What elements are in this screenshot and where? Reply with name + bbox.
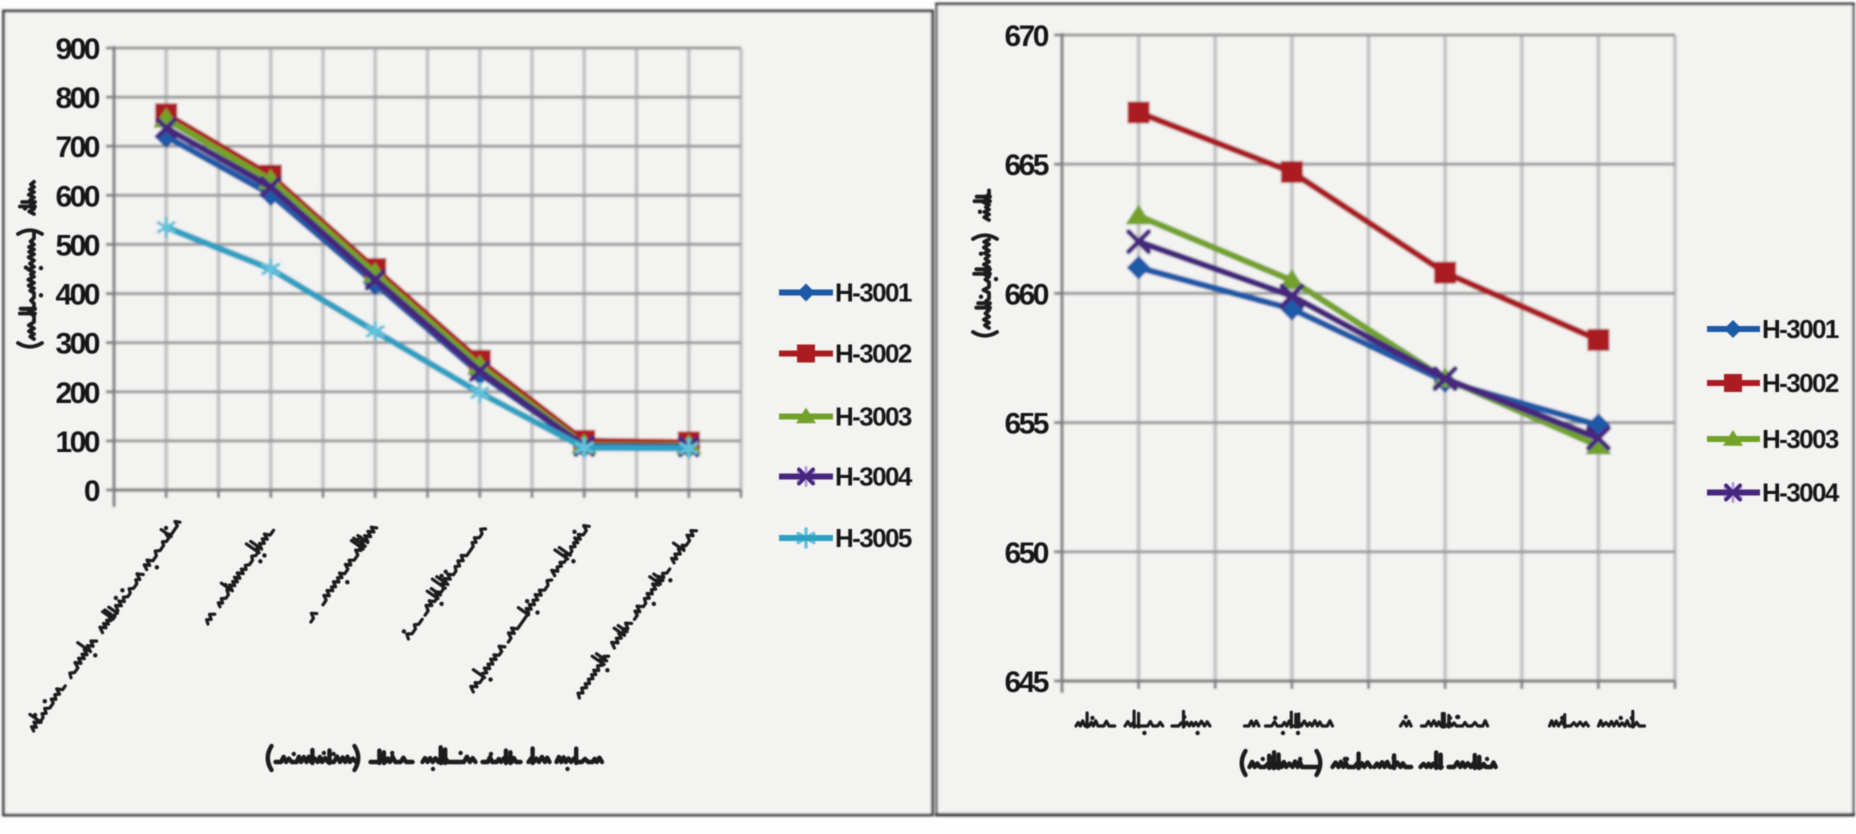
svg-text:H-3004: H-3004 [1762,478,1840,508]
svg-text:300: 300 [55,328,99,361]
svg-text:645: 645 [1004,666,1048,699]
svg-text:600: 600 [55,180,99,213]
svg-text:H-3001: H-3001 [1762,314,1839,344]
svg-text:0: 0 [84,475,100,508]
svg-text:670: 670 [1004,20,1048,53]
svg-text:650: 650 [1004,537,1048,570]
svg-text:H-3003: H-3003 [835,402,912,432]
svg-text:900: 900 [55,33,99,66]
svg-text:100: 100 [55,426,99,459]
svg-text:H-3004: H-3004 [835,462,913,492]
svg-text:H-3002: H-3002 [1762,368,1839,398]
svg-text:665: 665 [1004,149,1048,182]
svg-text:655: 655 [1004,408,1048,441]
svg-text:H-3001: H-3001 [835,278,912,308]
svg-text:H-3002: H-3002 [835,339,912,369]
svg-text:H-3005: H-3005 [835,523,912,553]
svg-text:500: 500 [55,229,99,262]
svg-text:660: 660 [1004,278,1048,311]
svg-text:H-3003: H-3003 [1762,424,1839,454]
svg-text:200: 200 [55,377,99,410]
svg-text:800: 800 [55,82,99,115]
svg-text:400: 400 [55,279,99,312]
svg-text:700: 700 [55,131,99,164]
